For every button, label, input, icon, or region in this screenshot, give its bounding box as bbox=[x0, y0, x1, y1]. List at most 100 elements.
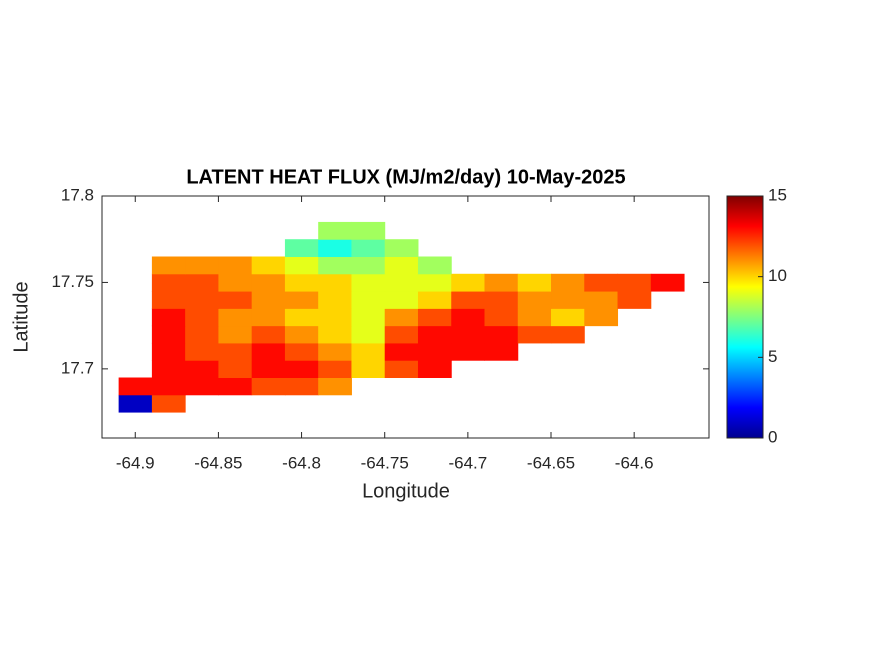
heat-cell bbox=[351, 273, 386, 292]
heat-cell bbox=[318, 221, 352, 240]
heat-cell bbox=[351, 325, 386, 344]
x-tick-label: -64.65 bbox=[527, 453, 575, 472]
heat-cell bbox=[251, 377, 286, 396]
heat-cell bbox=[185, 325, 219, 344]
heat-cell bbox=[218, 291, 253, 309]
heat-cell bbox=[218, 308, 253, 327]
heat-cell bbox=[584, 308, 619, 327]
y-tick-label: 17.75 bbox=[51, 272, 94, 291]
chart-title: LATENT HEAT FLUX (MJ/m2/day) 10-May-2025 bbox=[186, 166, 625, 188]
heat-cell bbox=[318, 377, 352, 396]
heat-cell bbox=[118, 377, 153, 396]
heat-cell bbox=[251, 360, 286, 378]
heat-cell bbox=[151, 377, 186, 396]
heat-cell bbox=[251, 256, 286, 275]
heat-cell bbox=[351, 256, 386, 275]
heat-cell bbox=[351, 239, 386, 257]
heat-cell bbox=[384, 308, 419, 327]
heat-cell bbox=[551, 273, 585, 292]
colorbar-tick-label: 10 bbox=[768, 266, 787, 285]
heat-cell bbox=[251, 291, 286, 309]
heat-cell bbox=[284, 256, 319, 275]
x-tick-label: -64.85 bbox=[194, 453, 242, 472]
heat-cell bbox=[218, 342, 253, 361]
heat-cell bbox=[251, 325, 286, 344]
heat-cell bbox=[417, 273, 452, 292]
heat-cell bbox=[351, 342, 386, 361]
heat-cell bbox=[151, 256, 186, 275]
heat-cell bbox=[517, 308, 552, 327]
heat-cell bbox=[484, 342, 519, 361]
heat-cell bbox=[251, 308, 286, 327]
heat-cell bbox=[384, 273, 419, 292]
x-tick-label: -64.75 bbox=[361, 453, 409, 472]
heat-cell bbox=[484, 291, 519, 309]
heat-cell bbox=[185, 308, 219, 327]
axes-box bbox=[101, 195, 710, 439]
heat-cell bbox=[617, 273, 652, 292]
heat-cell bbox=[218, 360, 253, 378]
heat-cell bbox=[118, 394, 153, 413]
heat-cell bbox=[318, 308, 352, 327]
heat-cell bbox=[284, 273, 319, 292]
heat-cell bbox=[284, 291, 319, 309]
heat-cell bbox=[151, 273, 186, 292]
heat-cell bbox=[151, 308, 186, 327]
heat-cell bbox=[584, 273, 619, 292]
heat-cell bbox=[151, 291, 186, 309]
heat-cell bbox=[484, 273, 519, 292]
heat-cell bbox=[451, 342, 485, 361]
y-tick-label: 17.7 bbox=[61, 358, 94, 377]
x-axis-label: Longitude bbox=[362, 480, 450, 502]
heat-cell bbox=[218, 325, 253, 344]
heat-cell bbox=[284, 342, 319, 361]
heat-cell bbox=[417, 291, 452, 309]
colorbar-tick-label: 0 bbox=[768, 427, 777, 446]
heat-cell bbox=[318, 239, 352, 257]
heat-cell bbox=[384, 360, 419, 378]
heat-cell bbox=[451, 273, 485, 292]
heat-cell bbox=[551, 308, 585, 327]
heat-cell bbox=[151, 360, 186, 378]
heat-cell bbox=[251, 273, 286, 292]
heat-cell bbox=[584, 291, 619, 309]
heatmap-cells bbox=[118, 221, 685, 413]
x-tick-label: -64.7 bbox=[448, 453, 487, 472]
heat-cell bbox=[218, 377, 253, 396]
heat-cell bbox=[284, 325, 319, 344]
heat-cell bbox=[284, 377, 319, 396]
heat-cell bbox=[384, 325, 419, 344]
heat-cell bbox=[151, 394, 186, 413]
heat-cell bbox=[218, 273, 253, 292]
x-tick-label: -64.6 bbox=[615, 453, 654, 472]
heat-cell bbox=[284, 239, 319, 257]
heat-cell bbox=[284, 308, 319, 327]
heat-cell bbox=[384, 256, 419, 275]
heat-cell bbox=[417, 342, 452, 361]
heat-cell bbox=[351, 291, 386, 309]
heat-cell bbox=[617, 291, 652, 309]
heat-cell bbox=[417, 256, 452, 275]
heat-cell bbox=[251, 342, 286, 361]
heat-cell bbox=[318, 325, 352, 344]
heat-cell bbox=[185, 256, 219, 275]
heat-cell bbox=[151, 342, 186, 361]
heat-cell bbox=[484, 325, 519, 344]
heat-cell bbox=[318, 360, 352, 378]
heat-cell bbox=[185, 377, 219, 396]
heat-cell bbox=[417, 360, 452, 378]
heat-cell bbox=[351, 221, 386, 240]
heat-cell bbox=[417, 308, 452, 327]
colorbar bbox=[726, 195, 764, 439]
heat-cell bbox=[318, 256, 352, 275]
heat-cell bbox=[551, 325, 585, 344]
heat-cell bbox=[318, 342, 352, 361]
heat-cell bbox=[451, 325, 485, 344]
heat-cell bbox=[318, 291, 352, 309]
heat-cell bbox=[284, 360, 319, 378]
heat-cell bbox=[517, 325, 552, 344]
colorbar-tick-label: 5 bbox=[768, 347, 777, 366]
colorbar-tick-label: 15 bbox=[768, 185, 787, 204]
heat-cell bbox=[484, 308, 519, 327]
